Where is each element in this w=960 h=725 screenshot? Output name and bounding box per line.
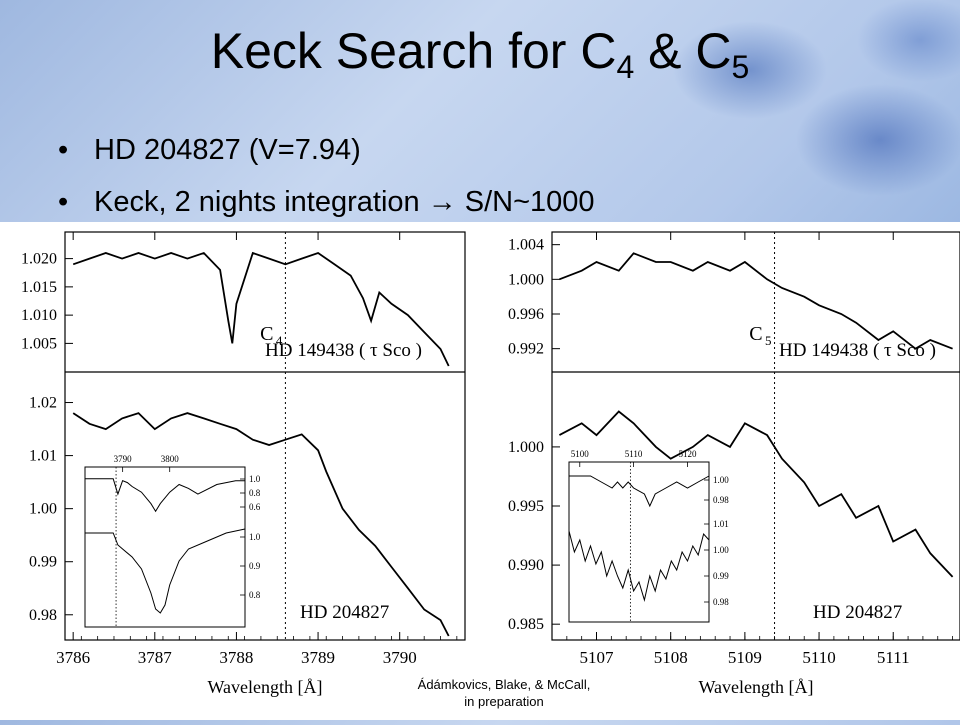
c4-upper-y-tick-label: 1.005 — [21, 335, 57, 352]
title-subscript-4: 4 — [616, 49, 635, 85]
c5-inset-x-tick-label: 5100 — [571, 449, 590, 459]
c5-plot-frame — [551, 231, 960, 641]
title-main: Keck Search for C — [210, 23, 617, 79]
credit-line-2: in preparation — [464, 694, 544, 709]
c4-inset-top-spectrum-line — [85, 478, 245, 513]
c5-lower-spectrum-line — [558, 410, 954, 578]
c5-molecule-label: C — [749, 323, 762, 345]
c4-inset-bottom-spectrum-line — [85, 528, 246, 614]
c4-x-axis-label: Wavelength [Å] — [207, 677, 322, 697]
bullet-item: • Keck, 2 nights integration → S/N~1000 — [58, 180, 595, 232]
c5-lower-y-tick-label: 0.985 — [508, 616, 544, 633]
c4-inset-y-tick-label: 0.6 — [249, 502, 261, 512]
c4-lower-y-tick-label: 1.01 — [29, 448, 57, 465]
c5-inset-y-tick-label: 0.98 — [713, 495, 729, 505]
c4-upper-y-tick-label: 1.020 — [21, 251, 57, 268]
c5-upper-y-tick-label: 1.004 — [508, 237, 544, 254]
c4-spectrum-figure: 3786 3787 3788 3789 3790 Wavelength [Å] 1.020 1… — [0, 222, 487, 720]
c4-lower-y-tick-label: 1.00 — [29, 501, 57, 518]
c4-upper-star-label: HD 149438 ( τ Sco ) — [265, 340, 422, 361]
c4-spectrum-chart: 3786 3787 3788 3789 3790 Wavelength [Å] 1.020 1… — [21, 231, 466, 697]
c5-lower-y-tick-label: 0.990 — [508, 557, 544, 574]
c4-upper-y-tick-label: 1.010 — [21, 307, 57, 324]
bullet-dot: • — [58, 134, 69, 166]
title-ampersand: & C — [634, 23, 732, 79]
c5-x-axis-label: Wavelength [Å] — [698, 677, 813, 697]
c4-x-tick-label: 3787 — [138, 648, 173, 667]
c5-x-tick-label: 5111 — [877, 648, 910, 667]
bullet-text: HD 204827 (V=7.94) — [94, 134, 361, 166]
c5-inset-y-tick-label: 0.99 — [713, 571, 729, 581]
c5-inset-x-tick-label: 5120 — [678, 449, 697, 459]
c5-upper-spectrum-line — [559, 252, 953, 350]
c5-upper-y-tick-label: 0.996 — [508, 306, 544, 323]
c4-x-tick-label: 3786 — [56, 648, 90, 667]
slide-title: Keck Search for C4 & C5 — [0, 22, 960, 86]
c4-x-tick-label: 3788 — [219, 648, 253, 667]
c4-inset-frame — [84, 466, 246, 628]
c5-upper-star-label: HD 149438 ( τ Sco ) — [779, 340, 936, 361]
c5-x-tick-label: 5110 — [802, 648, 835, 667]
c4-lower-y-tick-label: 0.98 — [29, 607, 57, 624]
c4-inset-y-tick-label: 0.8 — [249, 488, 261, 498]
c4-upper-spectrum-line — [72, 251, 450, 367]
c5-inset-y-tick-label: 1.00 — [713, 475, 729, 485]
c5-upper-y-tick-label: 0.992 — [508, 341, 544, 358]
c4-inset-y-tick-label: 0.8 — [249, 590, 261, 600]
c5-lower-y-tick-label: 0.995 — [508, 498, 544, 515]
title-subscript-5: 5 — [731, 49, 750, 85]
c4-upper-y-tick-label: 1.015 — [21, 279, 57, 296]
c5-inset-y-tick-label: 1.01 — [713, 519, 729, 529]
credit-line-1: Ádámkovics, Blake, & McCall, — [417, 677, 591, 692]
c5-inset-bottom-spectrum-line — [568, 530, 710, 602]
bullet-list: • HD 204827 (V=7.94) • Keck, 2 nights inte… — [58, 128, 595, 232]
c4-lower-star-label: HD 204827 — [300, 602, 389, 623]
c4-inset-x-tick-label: 3800 — [161, 454, 180, 464]
c5-lower-y-tick-label: 1.000 — [508, 439, 544, 456]
c5-inset-y-tick-label: 0.98 — [713, 597, 729, 607]
c5-spectrum-figure: 5107 5108 5109 5110 5111 Wavelength [Å] 1.004 1… — [487, 222, 960, 720]
c5-inset-x-tick-label: 5110 — [625, 449, 643, 459]
c5-upper-y-tick-label: 1.000 — [508, 271, 544, 288]
c5-lower-star-label: HD 204827 — [813, 602, 902, 623]
c4-lower-spectrum-line — [72, 412, 450, 637]
c4-inset-y-tick-label: 1.0 — [249, 474, 261, 484]
bullet-text: Keck, 2 nights integration → S/N~1000 — [94, 186, 595, 218]
c4-molecule-label-subscript: 4 — [276, 333, 283, 348]
citation-credit: Ádámkovics, Blake, & McCall, in preparat… — [360, 676, 648, 710]
c4-inset-x-tick-label: 3790 — [114, 454, 133, 464]
c4-x-tick-label: 3789 — [301, 648, 335, 667]
c4-lower-y-tick-label: 1.02 — [29, 395, 57, 412]
c5-x-tick-label: 5109 — [728, 648, 762, 667]
c4-plot-frame — [64, 231, 466, 641]
c5-molecule-label-subscript: 5 — [765, 333, 772, 348]
c5-x-tick-label: 5107 — [580, 648, 615, 667]
c4-molecule-label: C — [260, 323, 273, 345]
c5-inset-top-spectrum-line — [569, 475, 710, 508]
c5-spectrum-chart: 5107 5108 5109 5110 5111 Wavelength [Å] 1.004 1… — [508, 231, 960, 697]
c5-inset-frame — [568, 461, 710, 623]
c4-inset-y-tick-label: 0.9 — [249, 561, 261, 571]
c5-inset-y-tick-label: 1.00 — [713, 545, 729, 555]
bullet-item: • HD 204827 (V=7.94) — [58, 128, 595, 180]
c4-inset-y-tick-label: 1.0 — [249, 532, 261, 542]
background-chain-image — [580, 0, 960, 260]
c4-lower-y-tick-label: 0.99 — [29, 554, 57, 571]
c5-x-tick-label: 5108 — [654, 648, 688, 667]
bullet-dot: • — [58, 186, 69, 218]
c4-x-tick-label: 3790 — [383, 648, 417, 667]
